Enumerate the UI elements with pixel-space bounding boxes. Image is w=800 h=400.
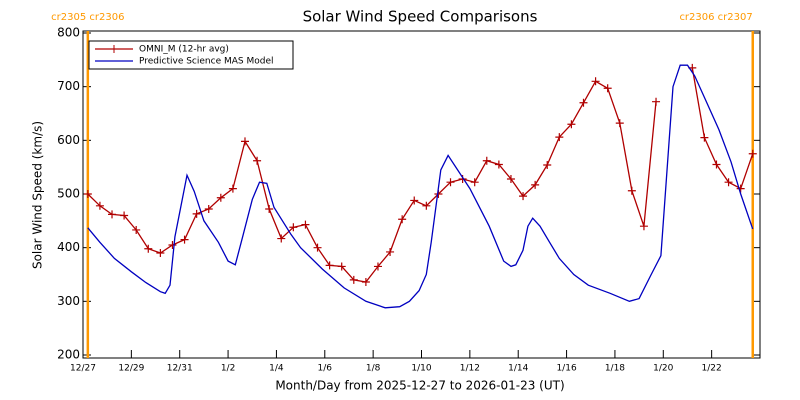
data-point — [277, 234, 286, 243]
plot-frame — [82, 30, 761, 359]
data-point — [555, 133, 564, 142]
y-axis-label: Solar Wind Speed (km/s) — [31, 121, 45, 269]
data-point — [543, 161, 552, 170]
carrington-label: cr2305 cr2306 — [51, 12, 124, 23]
data-point — [204, 205, 213, 214]
data-point — [180, 235, 189, 244]
x-tick-label: 1/14 — [508, 364, 528, 374]
y-tick-label: 700 — [57, 79, 80, 93]
data-point — [724, 178, 733, 187]
x-tick-label: 1/18 — [605, 364, 625, 374]
data-point — [240, 137, 249, 146]
data-point — [228, 184, 237, 193]
y-tick-label: 800 — [57, 26, 80, 40]
x-tick-label: 1/2 — [221, 364, 235, 374]
x-tick-label: 12/31 — [167, 364, 193, 374]
x-tick-label: 1/8 — [366, 364, 381, 374]
data-point — [144, 244, 153, 253]
data-point — [361, 278, 370, 287]
data-point — [216, 193, 225, 202]
data-point — [446, 178, 455, 187]
data-point — [603, 84, 612, 93]
data-point — [325, 261, 334, 270]
legend-box — [88, 40, 294, 70]
x-tick-label: 1/12 — [460, 364, 480, 374]
data-point — [313, 243, 322, 252]
data-point — [531, 180, 540, 189]
series-line — [87, 67, 754, 283]
data-point — [108, 210, 117, 219]
data-point — [265, 205, 274, 214]
y-tick-label: 500 — [57, 187, 80, 201]
data-point — [83, 190, 92, 198]
chart-title: Solar Wind Speed Comparisons — [303, 8, 538, 26]
data-point — [410, 196, 419, 205]
data-point — [736, 184, 745, 193]
data-point — [652, 97, 661, 106]
x-tick-label: 12/29 — [118, 364, 144, 374]
data-point — [700, 133, 709, 142]
data-point — [192, 209, 201, 218]
data-point — [422, 201, 431, 210]
data-point — [168, 240, 177, 249]
y-tick-label: 200 — [57, 348, 80, 362]
x-tick-label: 1/20 — [653, 364, 673, 374]
x-tick-label: 1/10 — [411, 364, 431, 374]
data-point — [349, 275, 358, 284]
x-tick-label: 12/27 — [70, 364, 96, 374]
legend-label: OMNI_M (12-hr avg) — [139, 45, 229, 55]
data-point — [120, 211, 129, 220]
legend-label: Predictive Science MAS Model — [139, 57, 274, 67]
legend-marker — [110, 45, 118, 53]
data-point — [301, 220, 310, 229]
carrington-label: cr2306 cr2307 — [679, 12, 752, 23]
data-point — [398, 215, 407, 224]
data-point — [482, 156, 491, 165]
data-point — [373, 262, 382, 271]
data-point — [494, 160, 503, 169]
y-tick-label: 300 — [57, 294, 80, 308]
data-point — [470, 178, 479, 187]
x-tick-label: 1/22 — [702, 364, 722, 374]
data-point — [386, 247, 395, 256]
y-tick-label: 400 — [57, 240, 80, 254]
data-point — [289, 223, 298, 232]
x-tick-label: 1/6 — [318, 364, 333, 374]
data-point — [506, 174, 515, 183]
data-point — [519, 192, 528, 201]
x-tick-label: 1/16 — [556, 364, 576, 374]
data-point — [627, 186, 636, 195]
data-point — [591, 77, 600, 86]
data-point — [156, 249, 165, 258]
data-point — [748, 149, 757, 158]
x-tick-label: 1/4 — [269, 364, 284, 374]
series-line — [87, 64, 754, 309]
data-point — [567, 120, 576, 129]
y-tick-label: 600 — [57, 133, 80, 147]
x-axis-label: Month/Day from 2025-12-27 to 2026-01-23 … — [275, 379, 564, 393]
data-point — [639, 222, 648, 231]
data-point — [95, 201, 104, 210]
data-point — [615, 119, 624, 128]
data-point — [712, 160, 721, 169]
data-point — [132, 225, 141, 234]
data-point — [337, 262, 346, 271]
data-point — [579, 98, 588, 107]
data-point — [253, 156, 262, 165]
